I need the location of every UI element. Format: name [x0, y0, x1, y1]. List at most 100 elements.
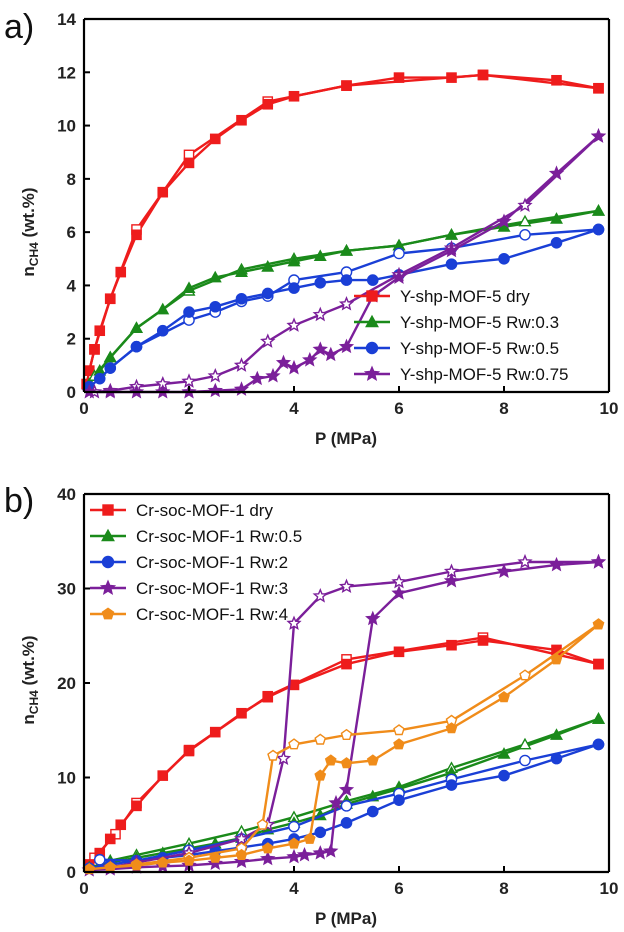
data-point-adsorption — [286, 359, 302, 375]
data-point-desorption — [267, 749, 279, 761]
data-point-adsorption — [261, 842, 274, 854]
legend-label: Y-shp-MOF-5 Rw:0.3 — [400, 313, 559, 332]
y-tick-label: 40 — [57, 485, 76, 504]
data-point-adsorption — [262, 691, 274, 703]
data-point-adsorption — [207, 855, 223, 870]
data-point-adsorption — [236, 707, 247, 719]
data-point-adsorption — [209, 726, 221, 738]
data-point-adsorption — [550, 236, 563, 249]
data-point-adsorption — [590, 128, 607, 143]
data-point-desorption — [391, 573, 407, 589]
data-point-adsorption — [477, 69, 489, 81]
legend-label: Y-shp-MOF-5 dry — [400, 287, 530, 306]
data-point-desorption — [93, 853, 106, 866]
data-point-adsorption — [260, 850, 276, 866]
data-point-adsorption — [551, 74, 562, 86]
legend-b: Cr-soc-MOF-1 dry Cr-soc-MOF-1 Rw:0.5 Cr-so… — [90, 501, 302, 624]
x-tick-label: 2 — [184, 399, 193, 418]
y-axis-title-tail-b: (wt.%) — [19, 635, 38, 690]
legend-item-y-shp-mof-5-rw-0-3: Y-shp-MOF-5 Rw:0.3 — [354, 313, 559, 332]
data-point-desorption — [519, 669, 531, 681]
y-tick-label: 6 — [67, 223, 76, 242]
data-point-desorption — [340, 728, 353, 740]
data-point-desorption — [286, 615, 302, 630]
x-tick-label: 8 — [499, 399, 508, 418]
x-tick-label: 10 — [600, 399, 619, 418]
y-axis-title-main-a: n — [19, 266, 38, 276]
panel-label-b: b) — [4, 482, 34, 520]
data-point-adsorption — [393, 72, 405, 83]
data-point-adsorption — [288, 90, 300, 102]
data-point-desorption — [393, 247, 405, 260]
series-y-shp-mof-5-rw-0-5 — [83, 223, 605, 393]
legend-item-y-shp-mof-5-rw-0-5: Y-shp-MOF-5 Rw:0.5 — [354, 339, 559, 358]
data-point-adsorption — [183, 745, 195, 757]
data-point-adsorption — [104, 293, 116, 305]
plot-area-a: 0 2 4 6 8 10 0 2 4 6 8 10 12 14 — [57, 10, 618, 418]
data-point-desorption — [517, 553, 533, 569]
data-point-desorption — [519, 229, 531, 241]
legend-label: Cr-soc-MOF-1 Rw:0.5 — [136, 527, 302, 546]
data-point-adsorption — [323, 843, 339, 858]
data-point-adsorption — [393, 646, 405, 658]
legend-item-cr-soc-mof-1-rw-3: Cr-soc-MOF-1 Rw:3 — [90, 579, 288, 598]
data-point-adsorption — [104, 833, 116, 845]
y-tick-label: 10 — [57, 117, 76, 136]
data-point-adsorption — [296, 846, 313, 862]
data-point-adsorption — [233, 853, 250, 869]
legend-label: Cr-soc-MOF-1 Rw:4 — [136, 605, 288, 624]
data-point-adsorption — [323, 346, 339, 362]
data-point-adsorption — [340, 757, 353, 769]
data-point-adsorption — [235, 848, 248, 860]
series-line-desorption — [109, 228, 599, 369]
data-point-adsorption — [338, 338, 355, 354]
data-point-adsorption — [157, 770, 169, 781]
y-axis-title-sub-a: CH4 — [27, 242, 41, 266]
data-point-adsorption — [498, 252, 510, 265]
data-point-desorption — [519, 754, 531, 767]
data-point-adsorption — [590, 553, 607, 569]
series-y-shp-mof-5-dry — [81, 69, 604, 390]
legend-marker — [365, 314, 379, 328]
y-axis-title-b: nCH4 (wt.%) — [19, 635, 41, 724]
legend-item-y-shp-mof-5-rw-0-75: Y-shp-MOF-5 Rw:0.75 — [354, 365, 568, 384]
legend-label: Cr-soc-MOF-1 Rw:3 — [136, 579, 288, 598]
data-point-adsorption — [477, 635, 489, 646]
data-point-adsorption — [593, 82, 604, 94]
data-point-adsorption — [324, 754, 337, 766]
data-point-desorption — [275, 750, 292, 766]
y-tick-label: 4 — [67, 276, 77, 295]
data-point-adsorption — [496, 213, 512, 228]
data-point-adsorption — [366, 754, 379, 766]
data-point-adsorption — [209, 133, 221, 145]
series-cr-soc-mof-1-dry — [83, 632, 604, 870]
data-point-adsorption — [287, 254, 301, 267]
legend-marker — [102, 504, 114, 516]
data-point-desorption — [288, 820, 300, 833]
legend-marker — [101, 528, 115, 542]
y-tick-label: 8 — [67, 170, 76, 189]
x-tick-label: 6 — [394, 399, 403, 418]
data-point-adsorption — [366, 805, 379, 818]
x-tick-label: 0 — [79, 879, 88, 898]
data-point-adsorption — [340, 274, 353, 286]
x-tick-label: 4 — [289, 879, 299, 898]
y-axis-title-tail-a: (wt.%) — [19, 187, 38, 242]
data-point-adsorption — [314, 769, 327, 781]
data-point-adsorption — [183, 306, 195, 318]
data-point-desorption — [518, 214, 532, 227]
x-tick-label: 10 — [600, 879, 619, 898]
data-point-adsorption — [265, 367, 281, 383]
data-point-adsorption — [446, 72, 457, 83]
x-tick-label: 8 — [499, 879, 508, 898]
data-point-adsorption — [262, 98, 274, 110]
data-point-adsorption — [391, 585, 407, 600]
data-point-desorption — [338, 296, 355, 311]
panel-label-a: a) — [4, 8, 34, 46]
y-axis-title-sub-b: CH4 — [27, 690, 41, 714]
y-tick-label: 0 — [67, 863, 76, 882]
data-point-desorption — [340, 800, 353, 812]
data-point-adsorption — [445, 228, 458, 240]
data-point-adsorption — [89, 344, 100, 355]
